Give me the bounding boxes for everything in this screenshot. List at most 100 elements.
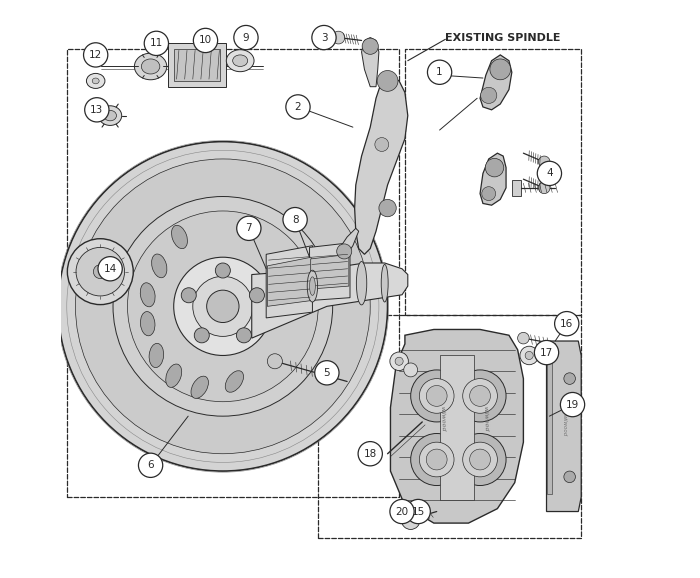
Circle shape bbox=[564, 373, 575, 384]
Text: 14: 14 bbox=[104, 264, 117, 274]
Polygon shape bbox=[252, 263, 408, 338]
Polygon shape bbox=[362, 38, 379, 87]
Polygon shape bbox=[266, 246, 312, 318]
Circle shape bbox=[144, 31, 169, 55]
Circle shape bbox=[358, 442, 382, 466]
Text: 5: 5 bbox=[323, 368, 330, 378]
Text: 8: 8 bbox=[292, 214, 298, 225]
Circle shape bbox=[534, 340, 559, 365]
Text: 7: 7 bbox=[246, 223, 252, 234]
Circle shape bbox=[216, 263, 230, 278]
Circle shape bbox=[315, 361, 339, 385]
Circle shape bbox=[249, 288, 265, 303]
Circle shape bbox=[377, 71, 398, 91]
Text: 17: 17 bbox=[540, 347, 553, 358]
Circle shape bbox=[67, 239, 133, 305]
Ellipse shape bbox=[149, 343, 164, 368]
Polygon shape bbox=[547, 361, 552, 494]
Circle shape bbox=[337, 244, 351, 259]
Ellipse shape bbox=[166, 364, 182, 387]
Ellipse shape bbox=[172, 225, 188, 249]
Circle shape bbox=[426, 386, 447, 406]
Ellipse shape bbox=[232, 55, 248, 66]
Circle shape bbox=[174, 257, 272, 355]
Circle shape bbox=[267, 354, 282, 369]
Text: 9: 9 bbox=[243, 32, 249, 43]
Text: 19: 19 bbox=[566, 399, 579, 410]
Text: 4: 4 bbox=[546, 168, 553, 179]
Circle shape bbox=[195, 328, 209, 343]
Circle shape bbox=[470, 449, 491, 470]
Circle shape bbox=[490, 59, 511, 80]
Circle shape bbox=[525, 351, 533, 360]
Text: EXISTING SPINDLE: EXISTING SPINDLE bbox=[445, 32, 561, 43]
Circle shape bbox=[428, 60, 452, 84]
Circle shape bbox=[395, 357, 403, 365]
Polygon shape bbox=[311, 254, 349, 289]
Circle shape bbox=[419, 442, 454, 477]
Text: wilwood: wilwood bbox=[483, 406, 489, 432]
Circle shape bbox=[470, 386, 491, 406]
Text: wilwood: wilwood bbox=[440, 406, 445, 432]
Circle shape bbox=[401, 511, 420, 529]
Text: 11: 11 bbox=[150, 38, 163, 49]
Circle shape bbox=[76, 159, 370, 454]
Ellipse shape bbox=[86, 73, 105, 88]
Text: 10: 10 bbox=[199, 35, 212, 46]
Circle shape bbox=[362, 38, 378, 54]
Circle shape bbox=[113, 197, 332, 416]
Ellipse shape bbox=[307, 271, 318, 302]
Text: 1: 1 bbox=[436, 67, 443, 77]
Ellipse shape bbox=[382, 264, 388, 302]
Polygon shape bbox=[391, 329, 524, 523]
Text: 2: 2 bbox=[295, 102, 301, 112]
Text: 15: 15 bbox=[412, 506, 425, 517]
Circle shape bbox=[379, 199, 396, 217]
Circle shape bbox=[411, 370, 463, 422]
Ellipse shape bbox=[356, 261, 367, 305]
Circle shape bbox=[127, 211, 318, 402]
Text: 3: 3 bbox=[321, 32, 328, 43]
Polygon shape bbox=[355, 75, 408, 254]
Circle shape bbox=[139, 453, 162, 477]
Text: 12: 12 bbox=[89, 50, 102, 60]
Ellipse shape bbox=[140, 283, 155, 307]
Circle shape bbox=[85, 98, 109, 122]
Circle shape bbox=[237, 328, 251, 343]
Ellipse shape bbox=[92, 78, 99, 84]
Circle shape bbox=[312, 25, 336, 50]
Circle shape bbox=[58, 142, 388, 471]
Circle shape bbox=[454, 434, 506, 486]
Polygon shape bbox=[267, 257, 312, 306]
Circle shape bbox=[454, 370, 506, 422]
Ellipse shape bbox=[141, 312, 155, 336]
Polygon shape bbox=[480, 153, 506, 205]
Polygon shape bbox=[547, 341, 581, 512]
Text: 20: 20 bbox=[395, 506, 409, 517]
Circle shape bbox=[332, 31, 345, 44]
Ellipse shape bbox=[134, 53, 167, 80]
Circle shape bbox=[463, 442, 498, 477]
Polygon shape bbox=[168, 43, 225, 87]
Text: 13: 13 bbox=[90, 105, 104, 115]
Circle shape bbox=[193, 28, 218, 53]
Circle shape bbox=[538, 182, 550, 194]
Circle shape bbox=[520, 346, 538, 365]
Circle shape bbox=[554, 312, 579, 336]
Circle shape bbox=[419, 379, 454, 413]
Text: 6: 6 bbox=[147, 460, 154, 470]
Polygon shape bbox=[512, 180, 521, 196]
Polygon shape bbox=[309, 243, 350, 301]
Circle shape bbox=[283, 208, 307, 232]
Circle shape bbox=[411, 434, 463, 486]
Ellipse shape bbox=[309, 277, 315, 295]
Circle shape bbox=[83, 43, 108, 67]
Ellipse shape bbox=[141, 59, 160, 74]
Circle shape bbox=[76, 247, 125, 296]
Circle shape bbox=[564, 471, 575, 483]
Circle shape bbox=[206, 290, 239, 323]
Circle shape bbox=[93, 265, 107, 279]
Circle shape bbox=[538, 156, 550, 168]
Circle shape bbox=[426, 449, 447, 470]
Polygon shape bbox=[342, 228, 358, 257]
